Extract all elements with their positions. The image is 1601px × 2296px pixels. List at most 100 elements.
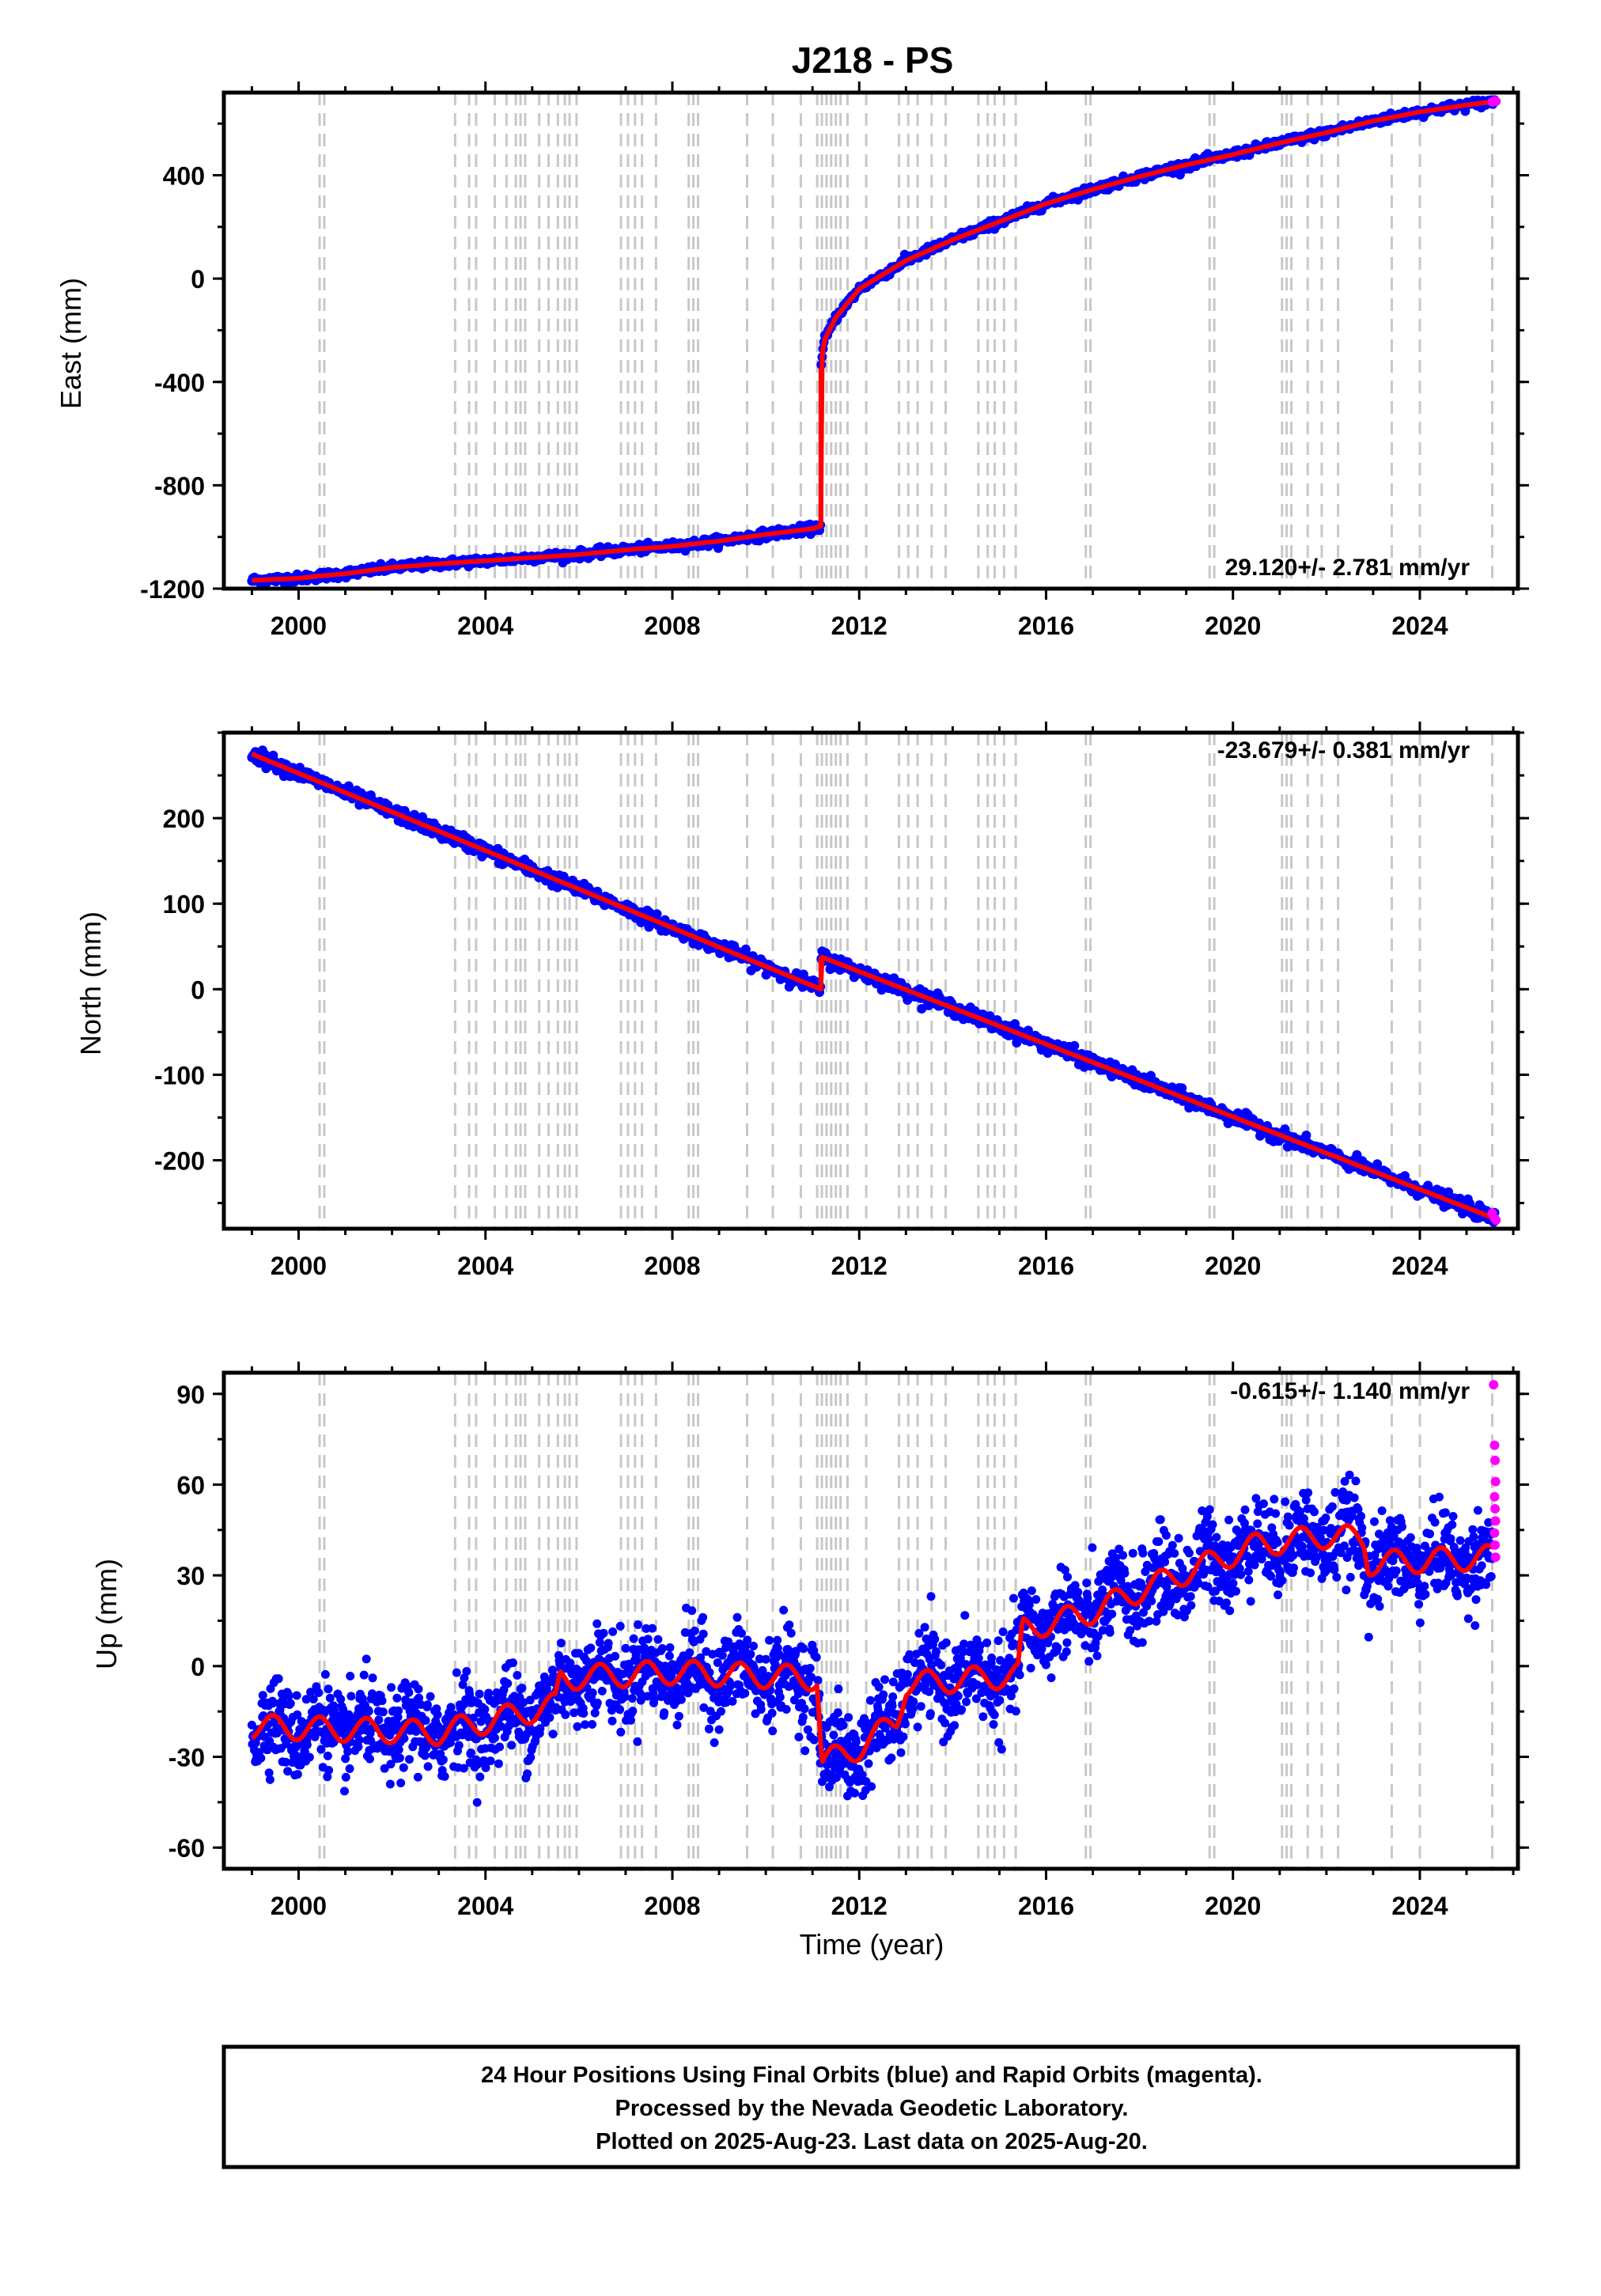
up-data-point xyxy=(607,1716,617,1726)
east-x-tick-label: 2000 xyxy=(271,612,327,640)
up-data-point xyxy=(844,1713,853,1722)
up-data-point xyxy=(633,1737,642,1746)
up-data-point xyxy=(665,1643,675,1652)
up-data-point xyxy=(385,1779,395,1789)
up-data-point xyxy=(440,1771,449,1781)
x-axis-label: Time (year) xyxy=(800,1928,944,1961)
up-data-point xyxy=(517,1684,527,1692)
up-data-point xyxy=(767,1708,777,1718)
up-data-point xyxy=(740,1688,750,1698)
up-data-point xyxy=(850,1788,859,1798)
up-data-point xyxy=(404,1688,414,1697)
up-data-point xyxy=(941,1638,951,1647)
up-data-point xyxy=(615,1705,625,1714)
up-data-point xyxy=(414,1684,423,1694)
north-y-tick-label: -200 xyxy=(154,1147,205,1176)
up-data-point xyxy=(800,1746,810,1756)
up-data-point xyxy=(490,1733,499,1742)
up-data-point xyxy=(1026,1663,1035,1673)
up-data-point xyxy=(323,1751,332,1760)
up-data-point xyxy=(998,1627,1008,1636)
up-data-point xyxy=(1082,1578,1092,1588)
up-data-point xyxy=(717,1707,725,1716)
up-data-point xyxy=(834,1684,843,1694)
north-rapid-orbit-point xyxy=(1491,1215,1501,1226)
up-data-point xyxy=(1053,1643,1062,1653)
north-y-tick-label: 200 xyxy=(163,805,205,833)
up-data-point xyxy=(274,1674,283,1684)
up-data-point xyxy=(634,1620,642,1629)
up-data-point xyxy=(812,1653,821,1662)
up-data-point xyxy=(396,1753,404,1763)
up-data-point xyxy=(509,1658,517,1668)
east-x-tick-label: 2016 xyxy=(1018,612,1074,640)
up-data-point xyxy=(1092,1651,1102,1661)
east-y-tick-label: -1200 xyxy=(140,575,205,604)
east-model-line xyxy=(251,99,1496,583)
up-data-point xyxy=(325,1693,335,1703)
up-data-point xyxy=(592,1698,602,1707)
up-data-point xyxy=(285,1691,293,1700)
up-data-point xyxy=(573,1722,582,1731)
up-data-point xyxy=(579,1709,589,1718)
up-data-point xyxy=(903,1669,912,1679)
up-data-point xyxy=(507,1741,517,1750)
up-data-point xyxy=(396,1779,406,1788)
up-data-point xyxy=(809,1735,819,1745)
north-x-tick-label: 2012 xyxy=(831,1252,888,1280)
east-x-tick-label: 2008 xyxy=(644,612,700,640)
up-data-point xyxy=(1063,1572,1072,1582)
up-data-point xyxy=(676,1695,686,1704)
up-data-point xyxy=(420,1751,430,1760)
up-data-point xyxy=(710,1738,719,1748)
up-data-point xyxy=(599,1628,608,1638)
up-data-point xyxy=(365,1754,374,1764)
up-data-point xyxy=(475,1772,485,1782)
east-y-tick-label: -800 xyxy=(154,472,205,500)
up-data-point xyxy=(746,1650,755,1659)
east-rapid-orbit-point xyxy=(1491,97,1501,107)
up-data-point xyxy=(423,1762,433,1771)
north-x-tick-label: 2016 xyxy=(1018,1252,1074,1280)
up-data-point xyxy=(794,1733,804,1741)
east-y-tick-label: -400 xyxy=(154,369,205,397)
up-data-point xyxy=(561,1710,570,1719)
up-data-point xyxy=(629,1634,638,1643)
north-rate-label: -23.679+/- 0.381 mm/yr xyxy=(1217,737,1470,763)
up-data-point xyxy=(920,1623,929,1632)
up-data-point xyxy=(997,1745,1006,1754)
up-data-point xyxy=(698,1612,708,1622)
up-data-point xyxy=(957,1705,967,1714)
up-panel: Up (mm) Time (year) 2000 2004 2008 2012 2016… xyxy=(90,1362,1529,1961)
up-data-point xyxy=(913,1722,922,1732)
up-data-point xyxy=(340,1786,349,1796)
north-y-tick-label: 0 xyxy=(191,976,205,1004)
up-data-point xyxy=(359,1670,369,1680)
up-data-point xyxy=(982,1638,992,1647)
up-data-point xyxy=(588,1688,597,1698)
north-x-tick-label: 2024 xyxy=(1391,1252,1448,1280)
up-data-point xyxy=(887,1753,896,1763)
up-data-point xyxy=(452,1668,461,1677)
up-data-point xyxy=(1031,1595,1041,1605)
up-data-point xyxy=(761,1654,770,1664)
up-data-point xyxy=(737,1628,746,1638)
up-data-point xyxy=(377,1696,387,1706)
up-data-point xyxy=(592,1619,602,1628)
up-data-point xyxy=(717,1650,727,1660)
up-data-point xyxy=(480,1705,490,1714)
up-data-point xyxy=(413,1772,422,1782)
up-data-point xyxy=(378,1707,388,1717)
up-data-point xyxy=(354,1735,364,1745)
up-data-point xyxy=(799,1644,808,1654)
up-data-point xyxy=(713,1658,722,1667)
up-data-point xyxy=(800,1704,809,1714)
up-data-point xyxy=(953,1692,963,1701)
up-data-point xyxy=(486,1756,495,1766)
up-data-point xyxy=(1027,1586,1036,1596)
up-data-point xyxy=(423,1700,432,1710)
up-data-point xyxy=(960,1611,970,1620)
north-data-point xyxy=(1069,1040,1080,1051)
up-data-point xyxy=(989,1720,998,1729)
